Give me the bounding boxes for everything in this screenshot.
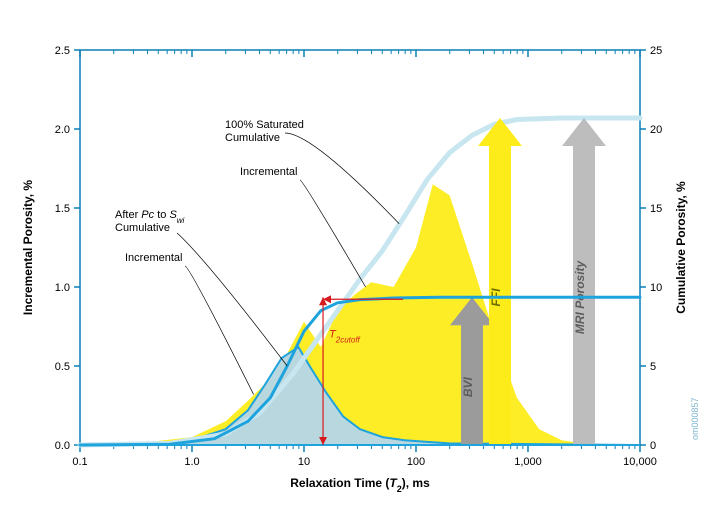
yr-tick-label: 25: [650, 45, 662, 57]
figure: 0.11.0101001,00010,000Relaxation Time (T…: [0, 0, 704, 528]
yr-tick-label: 10: [650, 282, 662, 294]
yl-tick-label: 2.0: [55, 124, 70, 136]
x-tick-label: 10: [298, 456, 310, 468]
yl-tick-label: 2.5: [55, 45, 70, 57]
yr-tick-label: 5: [650, 361, 656, 373]
label-sat-incremental: Incremental: [240, 166, 297, 178]
yl-axis-title: Incremental Porosity, %: [21, 180, 35, 315]
label-after-cumulative: Cumulative: [115, 222, 170, 234]
yr-tick-label: 0: [650, 440, 656, 452]
arrow-label: BVI: [461, 376, 475, 397]
label-sat-cumulative: Cumulative: [225, 132, 280, 144]
x-tick-label: 1,000: [514, 456, 542, 468]
yl-tick-label: 1.5: [55, 203, 70, 215]
x-tick-label: 0.1: [72, 456, 87, 468]
x-tick-label: 100: [407, 456, 425, 468]
yr-axis-title: Cumulative Porosity, %: [674, 181, 688, 314]
label-sat-cumulative: 100% Saturated: [225, 119, 304, 131]
label-after-incremental: Incremental: [125, 252, 182, 264]
yr-tick-label: 15: [650, 203, 662, 215]
credit: om000857: [690, 397, 700, 440]
x-axis-title: Relaxation Time (T2), ms: [290, 476, 430, 494]
yl-tick-label: 0.0: [55, 440, 70, 452]
yl-tick-label: 1.0: [55, 282, 70, 294]
yl-tick-label: 0.5: [55, 361, 70, 373]
x-tick-label: 1.0: [184, 456, 199, 468]
plot-svg: 0.11.0101001,00010,000Relaxation Time (T…: [0, 0, 704, 528]
x-tick-label: 10,000: [623, 456, 657, 468]
yr-tick-label: 20: [650, 124, 662, 136]
